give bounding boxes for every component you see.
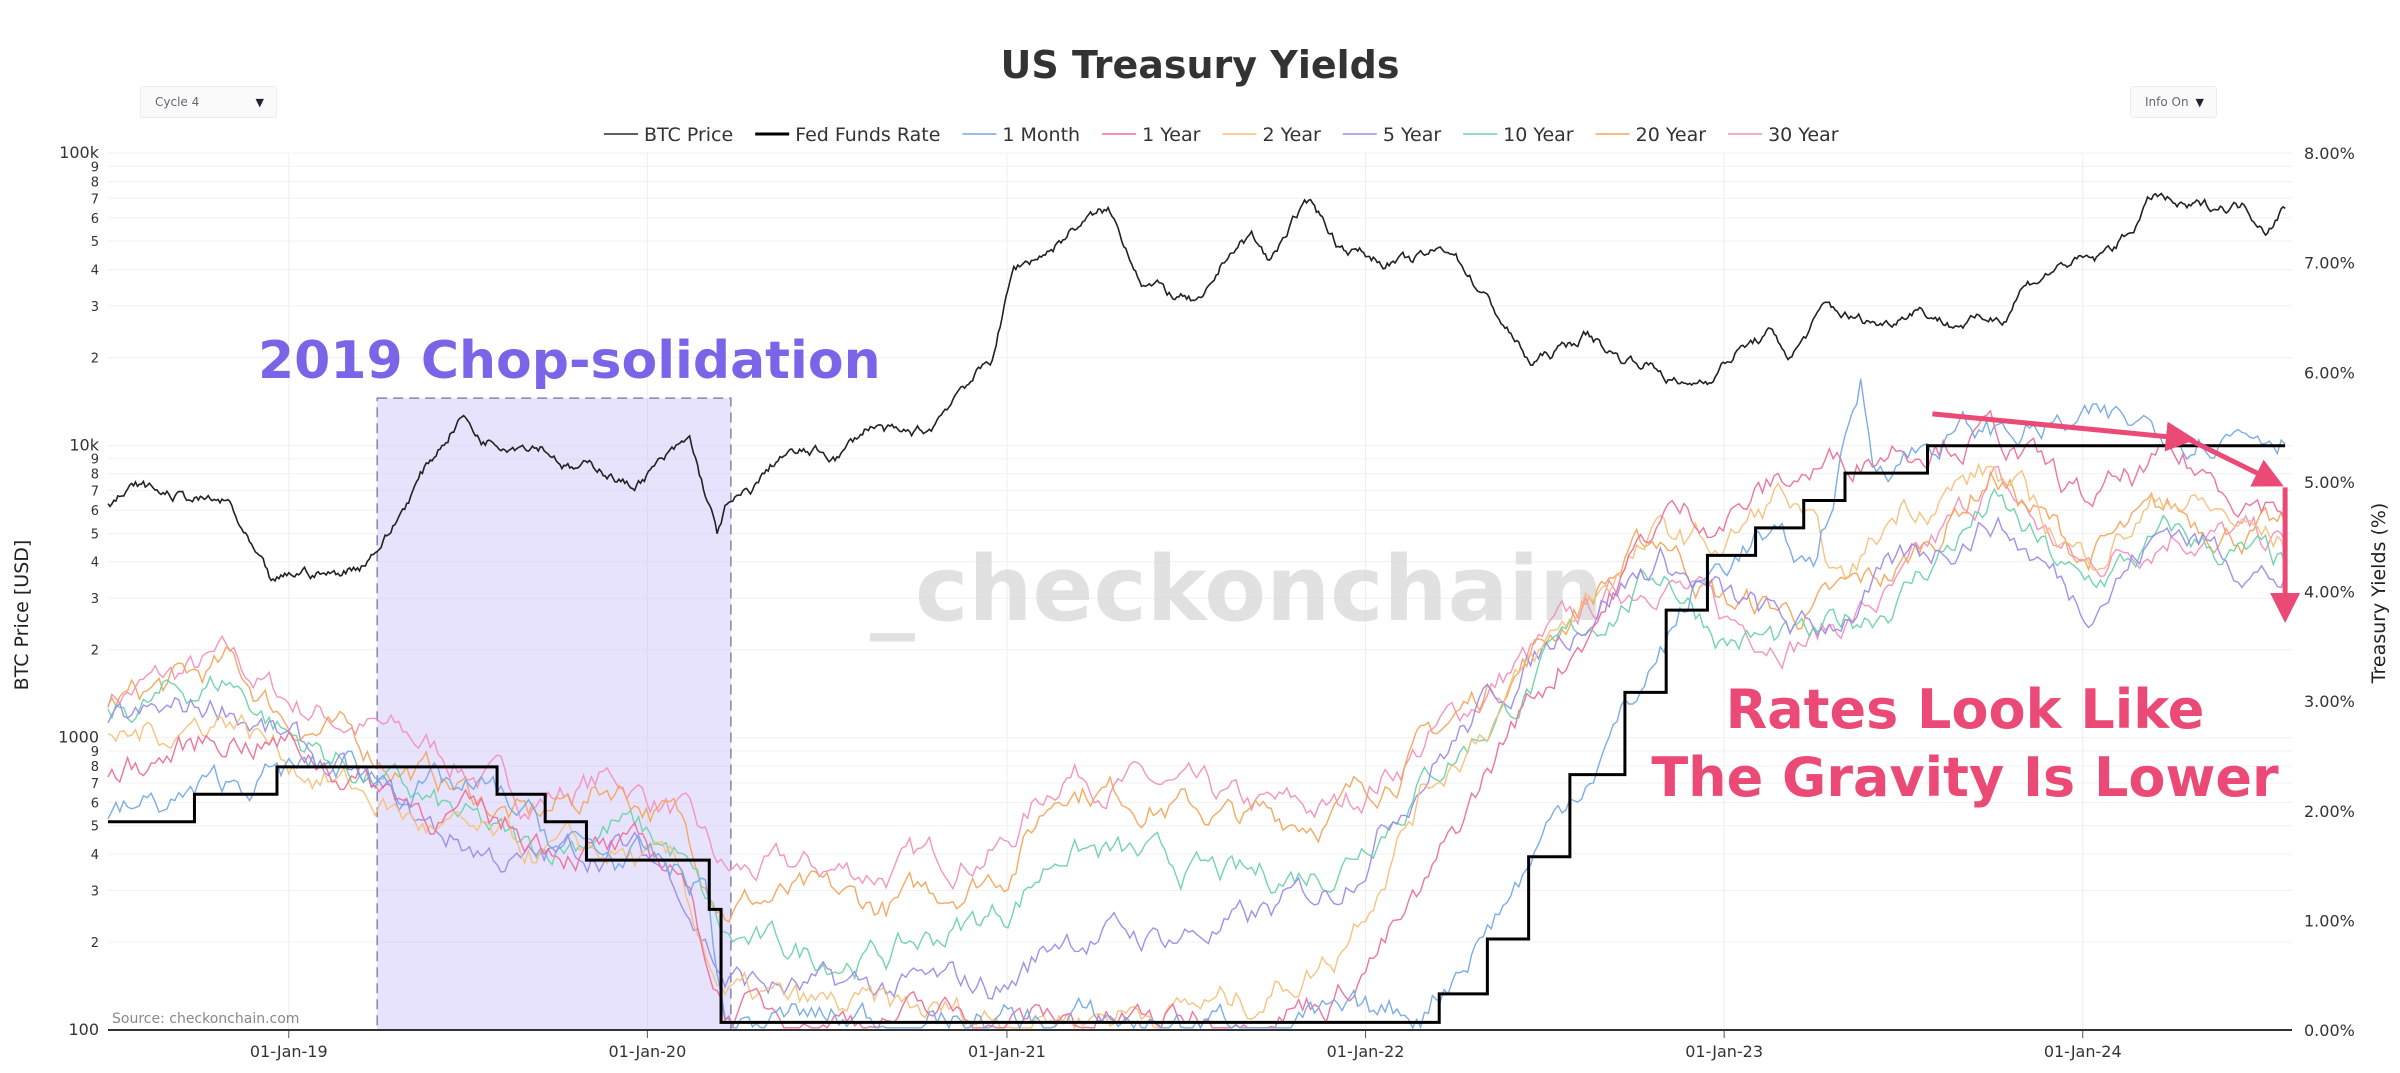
legend-label: 20 Year — [1636, 124, 1707, 146]
y-left-tick-label: 4 — [91, 263, 99, 278]
chevron-down-icon: ▼ — [255, 95, 264, 109]
y-left-tick-label: 3 — [91, 592, 99, 607]
y-left-tick-label: 6 — [91, 797, 99, 812]
legend-label: 1 Year — [1142, 124, 1201, 146]
fed-funds-line — [108, 444, 2286, 1024]
y-left-tick-label: 7 — [91, 485, 99, 500]
legend-label: Fed Funds Rate — [795, 124, 940, 146]
y-left-tick-label: 8 — [91, 175, 99, 190]
y-left-tick-label: 8 — [91, 468, 99, 483]
y-right-tick-label: 6.00% — [2304, 363, 2355, 382]
legend: BTC Price Fed Funds Rate 1 Month 1 Year 2 Ye… — [604, 124, 1839, 146]
y-left-tick-label: 2 — [91, 644, 99, 659]
y-left-tick-label: 9 — [91, 453, 99, 468]
right-axis-label: Treasury Yields (%) — [2368, 503, 2390, 685]
series-layer — [107, 192, 2286, 1030]
y-left-tick-label: 8 — [91, 760, 99, 775]
legend-label: 1 Month — [1002, 124, 1080, 146]
annotation-line-1: Rates Look Like — [1726, 678, 2205, 741]
x-tick-label: 01-Jan-22 — [1327, 1042, 1405, 1061]
x-tick-label: 01-Jan-23 — [1685, 1042, 1763, 1061]
y-left-tick-label: 1000 — [58, 728, 99, 747]
chop-solidation-label: 2019 Chop-solidation — [258, 331, 881, 391]
chevron-down-icon: ▼ — [2195, 95, 2204, 109]
y-right-tick-label: 4.00% — [2304, 583, 2355, 602]
info-select-value: Info On — [2145, 95, 2189, 109]
y-left-tick-label: 4 — [91, 556, 99, 571]
annotation-line-2: The Gravity Is Lower — [1651, 746, 2279, 809]
y-left-tick-label: 3 — [91, 300, 99, 315]
axes: 01-Jan-19 01-Jan-20 01-Jan-21 01-Jan-22 01-J… — [58, 143, 2355, 1061]
chop-solidation-box — [376, 397, 732, 1031]
y-right-tick-label: 1.00% — [2304, 911, 2355, 930]
yield-line-2-year — [107, 462, 2286, 1030]
y-left-tick-label: 5 — [91, 235, 99, 250]
y-left-tick-label: 5 — [91, 820, 99, 835]
y-left-tick-label: 100k — [59, 143, 100, 162]
cycle-select-value: Cycle 4 — [155, 95, 200, 109]
watermark-text: _checkonchain — [870, 537, 1603, 642]
y-left-tick-label: 7 — [91, 192, 99, 207]
btc-price-line — [107, 192, 2286, 583]
y-left-tick-label: 2 — [91, 936, 99, 951]
legend-label: 2 Year — [1262, 124, 1321, 146]
info-select[interactable]: Info On ▼ — [2130, 86, 2217, 118]
y-left-tick-label: 9 — [91, 160, 99, 175]
x-tick-label: 01-Jan-24 — [2044, 1042, 2122, 1061]
left-axis-label: BTC Price [USD] — [11, 540, 33, 691]
y-left-tick-label: 6 — [91, 504, 99, 519]
cycle-select[interactable]: Cycle 4 ▼ — [140, 86, 277, 118]
y-right-tick-label: 3.00% — [2304, 692, 2355, 711]
y-right-tick-label: 0.00% — [2304, 1021, 2355, 1040]
y-left-tick-label: 2 — [91, 351, 99, 366]
y-right-tick-label: 7.00% — [2304, 254, 2355, 273]
chart-title: US Treasury Yields — [1001, 43, 1400, 87]
x-tick-label: 01-Jan-20 — [608, 1042, 686, 1061]
legend-label: 10 Year — [1503, 124, 1574, 146]
x-tick-label: 01-Jan-21 — [968, 1042, 1046, 1061]
y-left-tick-label: 5 — [91, 527, 99, 542]
yield-line-1-year — [107, 409, 2286, 1030]
y-left-tick-label: 100 — [68, 1020, 99, 1039]
y-left-tick-label: 9 — [91, 745, 99, 760]
y-right-tick-label: 2.00% — [2304, 802, 2355, 821]
y-right-tick-label: 5.00% — [2304, 473, 2355, 492]
y-right-tick-label: 8.00% — [2304, 144, 2355, 163]
annotation-arrow — [1932, 411, 2196, 452]
yield-line-10-year — [107, 487, 2286, 981]
annotation-arrow — [2184, 435, 2284, 487]
legend-label: 5 Year — [1383, 124, 1442, 146]
annotations — [1932, 411, 2301, 623]
y-left-tick-label: 10k — [69, 435, 99, 454]
y-left-tick-label: 3 — [91, 885, 99, 900]
legend-label: 30 Year — [1768, 124, 1839, 146]
y-left-tick-label: 7 — [91, 777, 99, 792]
y-left-tick-label: 6 — [91, 212, 99, 227]
watermark: _checkonchain — [870, 537, 1603, 642]
legend-label: BTC Price — [644, 124, 733, 146]
source-note: Source: checkonchain.com — [112, 1011, 299, 1027]
yield-line-5-year — [107, 515, 2286, 1000]
x-tick-label: 01-Jan-19 — [250, 1042, 328, 1061]
chop-solidation-rect — [376, 397, 732, 1031]
y-left-tick-label: 4 — [91, 848, 99, 863]
